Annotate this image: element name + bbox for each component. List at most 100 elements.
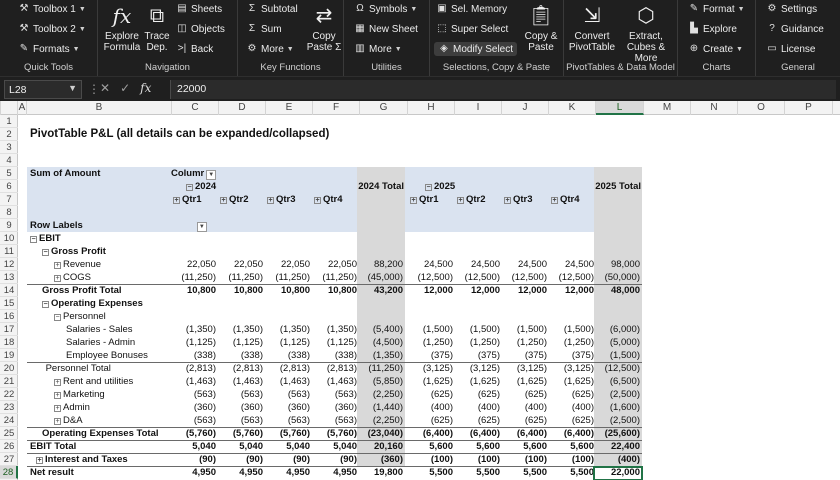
fx-icon[interactable]: fx xyxy=(140,81,152,95)
value-cell[interactable]: (1,625) xyxy=(469,376,500,387)
value-cell[interactable]: (1,463) xyxy=(279,376,310,387)
value-cell[interactable]: (2,500) xyxy=(609,415,640,426)
value-cell[interactable]: (625) xyxy=(571,415,594,426)
row-header[interactable]: 6 xyxy=(0,180,18,193)
value-cell[interactable]: (1,350) xyxy=(185,324,216,335)
value-cell[interactable]: (625) xyxy=(477,415,500,426)
value-cell[interactable]: 22,000 xyxy=(610,467,640,478)
selected-cell-L28[interactable] xyxy=(593,466,643,480)
value-cell[interactable]: 22,050 xyxy=(186,259,216,270)
collapse-icon[interactable]: − xyxy=(186,184,193,191)
value-cell[interactable]: 4,950 xyxy=(286,467,310,478)
filter-dropdown-icon[interactable]: ▼ xyxy=(206,170,217,180)
value-cell[interactable]: 22,050 xyxy=(280,259,310,270)
sum-button[interactable]: Σ Sum xyxy=(246,23,282,35)
value-cell[interactable]: (11,250) xyxy=(181,272,216,283)
select-all-corner[interactable] xyxy=(0,101,18,115)
row-header[interactable]: 23 xyxy=(0,401,18,414)
value-cell[interactable]: (5,760) xyxy=(326,428,357,439)
row-label[interactable]: Gross Profit Total xyxy=(42,285,122,296)
row-label[interactable]: + COGS xyxy=(54,272,91,283)
chart-create-button[interactable]: ⊕ Create ▼ xyxy=(689,43,743,55)
row-label[interactable]: Net result xyxy=(30,467,74,478)
expand-icon[interactable]: + xyxy=(220,197,227,204)
value-cell[interactable]: 12,000 xyxy=(470,285,500,296)
row-label[interactable]: Operating Expenses Total xyxy=(42,428,159,439)
value-cell[interactable]: (338) xyxy=(193,350,216,361)
column-header[interactable]: J xyxy=(502,101,549,115)
chart-explore-button[interactable]: ▙ Explore xyxy=(688,23,737,35)
value-cell[interactable]: (12,500) xyxy=(464,272,500,283)
expand-icon[interactable]: + xyxy=(457,197,464,204)
value-cell[interactable]: (1,463) xyxy=(232,376,263,387)
value-cell[interactable]: (1,463) xyxy=(326,376,357,387)
value-cell[interactable]: (11,250) xyxy=(322,272,357,283)
value-cell[interactable]: (1,500) xyxy=(422,324,453,335)
value-cell[interactable]: (6,400) xyxy=(469,428,500,439)
value-cell[interactable]: (6,400) xyxy=(516,428,547,439)
value-cell[interactable]: (1,440) xyxy=(372,402,403,413)
more-functions-button[interactable]: ⚙ More ▼ xyxy=(247,43,294,55)
value-cell[interactable]: (375) xyxy=(430,350,453,361)
value-cell[interactable]: (11,250) xyxy=(228,272,263,283)
trace-dep-button[interactable]: ⧉ Trace Dep. xyxy=(144,5,170,53)
row-label[interactable]: EBIT Total xyxy=(30,441,77,452)
column-header[interactable]: D xyxy=(219,101,266,115)
row-header[interactable]: 21 xyxy=(0,375,18,388)
row-label[interactable]: Employee Bonuses xyxy=(66,350,148,361)
row-label[interactable]: Salaries - Admin xyxy=(66,337,136,348)
value-cell[interactable]: (2,500) xyxy=(609,389,640,400)
value-cell[interactable]: (5,760) xyxy=(185,428,216,439)
row-header[interactable]: 10 xyxy=(0,232,18,245)
value-cell[interactable]: (2,813) xyxy=(185,363,216,374)
formats-button[interactable]: ✎ Formats ▼ xyxy=(19,43,80,55)
expand-icon[interactable]: + xyxy=(54,418,61,425)
value-cell[interactable]: (400) xyxy=(477,402,500,413)
row-label[interactable]: − Gross Profit xyxy=(42,246,106,257)
row-header[interactable]: 26 xyxy=(0,440,18,453)
value-cell[interactable]: (375) xyxy=(571,350,594,361)
value-cell[interactable]: (100) xyxy=(430,454,453,465)
value-cell[interactable]: 19,800 xyxy=(373,467,403,478)
value-cell[interactable]: (400) xyxy=(524,402,547,413)
value-cell[interactable]: 5,600 xyxy=(523,441,547,452)
value-cell[interactable]: (625) xyxy=(571,389,594,400)
value-cell[interactable]: 5,600 xyxy=(429,441,453,452)
formula-input[interactable]: 22000 xyxy=(170,80,836,99)
expand-icon[interactable]: + xyxy=(54,275,61,282)
super-select-button[interactable]: ⬚ Super Select xyxy=(437,23,509,35)
value-cell[interactable]: (1,350) xyxy=(232,324,263,335)
value-cell[interactable]: (1,350) xyxy=(279,324,310,335)
value-cell[interactable]: 88,200 xyxy=(373,259,403,270)
value-cell[interactable]: 5,600 xyxy=(476,441,500,452)
value-cell[interactable]: (1,625) xyxy=(422,376,453,387)
objects-button[interactable]: ◫ Objects xyxy=(177,23,225,35)
sel-memory-button[interactable]: ▣ Sel. Memory xyxy=(437,3,508,15)
value-cell[interactable]: (3,125) xyxy=(422,363,453,374)
value-cell[interactable]: (1,600) xyxy=(609,402,640,413)
value-cell[interactable]: 24,500 xyxy=(517,259,547,270)
value-cell[interactable]: (1,250) xyxy=(469,337,500,348)
value-cell[interactable]: (6,000) xyxy=(609,324,640,335)
value-cell[interactable]: (23,040) xyxy=(367,428,403,439)
value-cell[interactable]: (90) xyxy=(340,454,357,465)
value-cell[interactable]: (5,760) xyxy=(279,428,310,439)
value-cell[interactable]: (625) xyxy=(477,389,500,400)
row-header[interactable]: 8 xyxy=(0,206,18,219)
expand-icon[interactable]: + xyxy=(267,197,274,204)
value-cell[interactable]: (1,500) xyxy=(469,324,500,335)
value-cell[interactable]: (1,250) xyxy=(516,337,547,348)
row-header[interactable]: 9 xyxy=(0,219,18,232)
value-cell[interactable]: (1,463) xyxy=(185,376,216,387)
value-cell[interactable]: 5,040 xyxy=(239,441,263,452)
value-cell[interactable]: (3,125) xyxy=(469,363,500,374)
value-cell[interactable]: (12,500) xyxy=(604,363,640,374)
toolbox1-button[interactable]: ⚒ Toolbox 1 ▼ xyxy=(19,3,86,15)
value-cell[interactable]: (563) xyxy=(334,415,357,426)
more-utilities-button[interactable]: ▥ More ▼ xyxy=(355,43,402,55)
value-cell[interactable]: (11,250) xyxy=(275,272,310,283)
toolbox2-button[interactable]: ⚒ Toolbox 2 ▼ xyxy=(19,23,86,35)
expand-icon[interactable]: + xyxy=(54,379,61,386)
symbols-button[interactable]: Ω Symbols ▼ xyxy=(354,3,417,15)
value-cell[interactable]: (625) xyxy=(524,389,547,400)
